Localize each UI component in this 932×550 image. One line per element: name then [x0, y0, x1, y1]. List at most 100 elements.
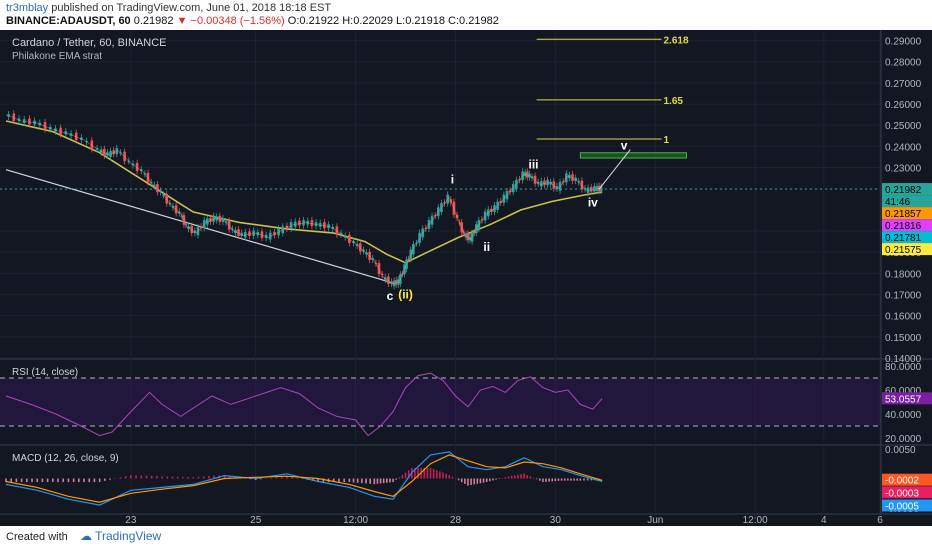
macd-histogram-bar	[150, 475, 153, 479]
price-tag-box	[882, 195, 932, 208]
macd-histogram-bar	[10, 478, 13, 483]
macd-histogram-bar	[563, 478, 566, 481]
macd-histogram-bar	[280, 476, 283, 479]
macd-histogram-bar	[57, 478, 59, 483]
candle-body	[273, 232, 276, 236]
macd-histogram-bar	[557, 478, 560, 481]
close-value: C:0.21982	[448, 15, 499, 27]
candle-body	[499, 201, 503, 203]
macd-histogram-bar	[202, 476, 205, 479]
macd-histogram-bar	[576, 478, 579, 481]
candle-body	[237, 229, 240, 236]
footer: Created with ☁ TradingView	[0, 526, 932, 550]
time-tick-label: 30	[550, 515, 562, 526]
published-info: published on TradingView.com, June 01, 2…	[51, 2, 332, 14]
time-tick-label: 12:00	[343, 515, 368, 526]
macd-pane	[5, 451, 603, 506]
candle-body	[174, 205, 178, 214]
chart-canvas[interactable]: 2.618 1.65 1 c (ii) i ii iii iv v 0.29000 0.28000 0…	[0, 30, 932, 526]
ema-line	[5, 120, 603, 264]
macd-histogram-bar	[124, 476, 127, 479]
macd-histogram-bar	[414, 467, 416, 479]
candle-body	[248, 231, 251, 236]
price-axis[interactable]: 0.29000 0.28000 0.27000 0.26000 0.25000 0.240…	[882, 37, 932, 516]
macd-histogram-bar	[114, 478, 117, 480]
macd-histogram-bar	[395, 478, 397, 480]
open-value: O:0.21922	[287, 15, 340, 27]
macd-histogram-bar	[457, 478, 460, 481]
macd-histogram-bar	[156, 476, 158, 479]
macd-histogram-bar	[265, 478, 267, 480]
macd-histogram-bar	[404, 472, 407, 479]
macd-histogram-bar	[161, 476, 163, 479]
macd-histogram-bar	[451, 476, 454, 479]
macd-histogram-bar	[356, 478, 359, 483]
macd-histogram-bar	[208, 476, 210, 479]
macd-histogram-bar	[423, 467, 426, 479]
macd-histogram-bar	[498, 478, 500, 480]
macd-histogram-bar	[535, 478, 538, 480]
macd-tag-label: -0.0003	[885, 488, 919, 499]
macd-histogram-bar	[171, 476, 174, 479]
macd-histogram-bar	[432, 469, 435, 479]
macd-histogram-bar	[545, 478, 547, 482]
projection-line	[598, 149, 631, 190]
candle-body	[209, 217, 212, 222]
high-value: H:0.22029	[342, 15, 393, 27]
time-tick-label: 4	[821, 515, 827, 526]
candle-body	[298, 220, 301, 226]
cloud-logo-icon: ☁	[80, 529, 92, 543]
price-tick-label: 0.25000	[885, 121, 922, 132]
macd-histogram-bar	[254, 478, 257, 480]
macd-histogram-bar	[586, 478, 589, 481]
price-tag-box	[882, 231, 932, 244]
macd-histogram-bar	[166, 476, 169, 479]
candle-body	[156, 184, 159, 193]
macd-histogram-bar	[579, 478, 582, 481]
macd-histogram-bar	[83, 478, 85, 483]
macd-histogram-bar	[223, 474, 226, 479]
time-tick-label: 28	[450, 515, 462, 526]
candle-body	[103, 148, 106, 156]
candle-body	[59, 127, 62, 135]
candle-body	[571, 174, 574, 181]
rsi-label: RSI (14, close)	[12, 367, 78, 378]
macd-histogram-bar	[538, 478, 541, 481]
macd-tag-box	[882, 473, 932, 486]
macd-histogram-bar	[244, 478, 247, 479]
price-tag-label: 41:46	[885, 197, 910, 208]
macd-histogram-bar	[590, 478, 593, 481]
macd-label: MACD (12, 26, close, 9)	[12, 453, 119, 464]
macd-histogram-bar	[454, 478, 457, 480]
macd-tag-label: -0.0002	[885, 476, 919, 487]
chart-title: Cardano / Tether, 60, BINANCE	[12, 37, 167, 49]
macd-histogram-bar	[398, 477, 401, 479]
macd-histogram-bar	[513, 475, 516, 479]
indicator-name: Philakone EMA strat	[12, 51, 102, 62]
publisher-link[interactable]: tr3mblay	[6, 2, 49, 14]
candle-body	[424, 227, 428, 229]
wave-label: v	[621, 139, 628, 153]
macd-histogram-bar	[270, 477, 273, 479]
candle-body	[310, 220, 314, 227]
macd-histogram-bar	[495, 478, 497, 480]
macd-histogram-bar	[67, 478, 70, 483]
tradingview-logo[interactable]: ☁ TradingView	[80, 529, 161, 543]
macd-histogram-bar	[392, 478, 394, 483]
macd-histogram-bar	[554, 478, 557, 482]
candle-body	[561, 181, 565, 183]
macd-histogram-bar	[551, 478, 554, 482]
candle-body	[260, 231, 264, 239]
publish-line: tr3mblay published on TradingView.com, J…	[6, 2, 331, 14]
macd-tag-box	[882, 486, 932, 499]
macd-histogram-bar	[98, 478, 101, 483]
macd-histogram-bar	[36, 478, 39, 483]
time-axis[interactable]: 23 25 12:00 28 30 Jun 12:00 4 6	[125, 515, 883, 526]
rsi-tick-label: 60.0000	[885, 386, 922, 397]
rsi-current-tag: 53.0557	[885, 394, 922, 405]
candle-body	[28, 118, 31, 125]
candle-body	[394, 280, 398, 285]
fib-level-label: 2.618	[664, 35, 689, 46]
price-tick-label: 0.24000	[885, 142, 922, 153]
macd-histogram-bar	[291, 476, 293, 479]
